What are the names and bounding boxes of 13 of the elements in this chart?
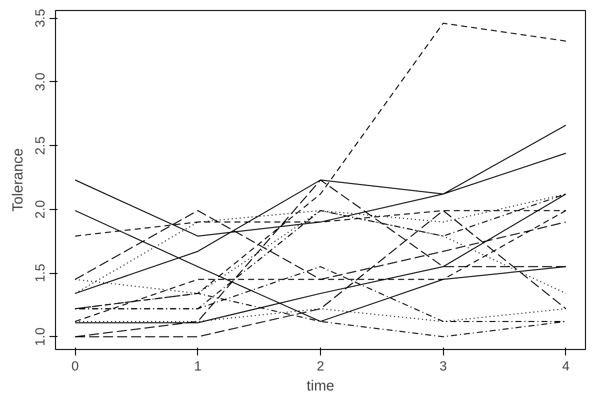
y-axis-title: Tolerance (10, 148, 26, 212)
y-tick-label: 1.5 (32, 264, 48, 282)
x-axis-title: time (306, 378, 334, 394)
y-tick-label: 3.0 (32, 72, 48, 92)
x-tick-label: 1 (194, 358, 202, 374)
x-tick-label: 2 (316, 358, 324, 374)
y-tick-label: 2.0 (32, 200, 48, 219)
x-tick-label: 0 (71, 358, 79, 374)
y-tick-label: 2.5 (32, 136, 48, 155)
x-tick-label: 4 (562, 358, 570, 374)
y-tick-label: 1.0 (32, 327, 48, 346)
x-tick-label: 3 (439, 358, 447, 374)
y-tick-label: 3.5 (32, 8, 48, 28)
